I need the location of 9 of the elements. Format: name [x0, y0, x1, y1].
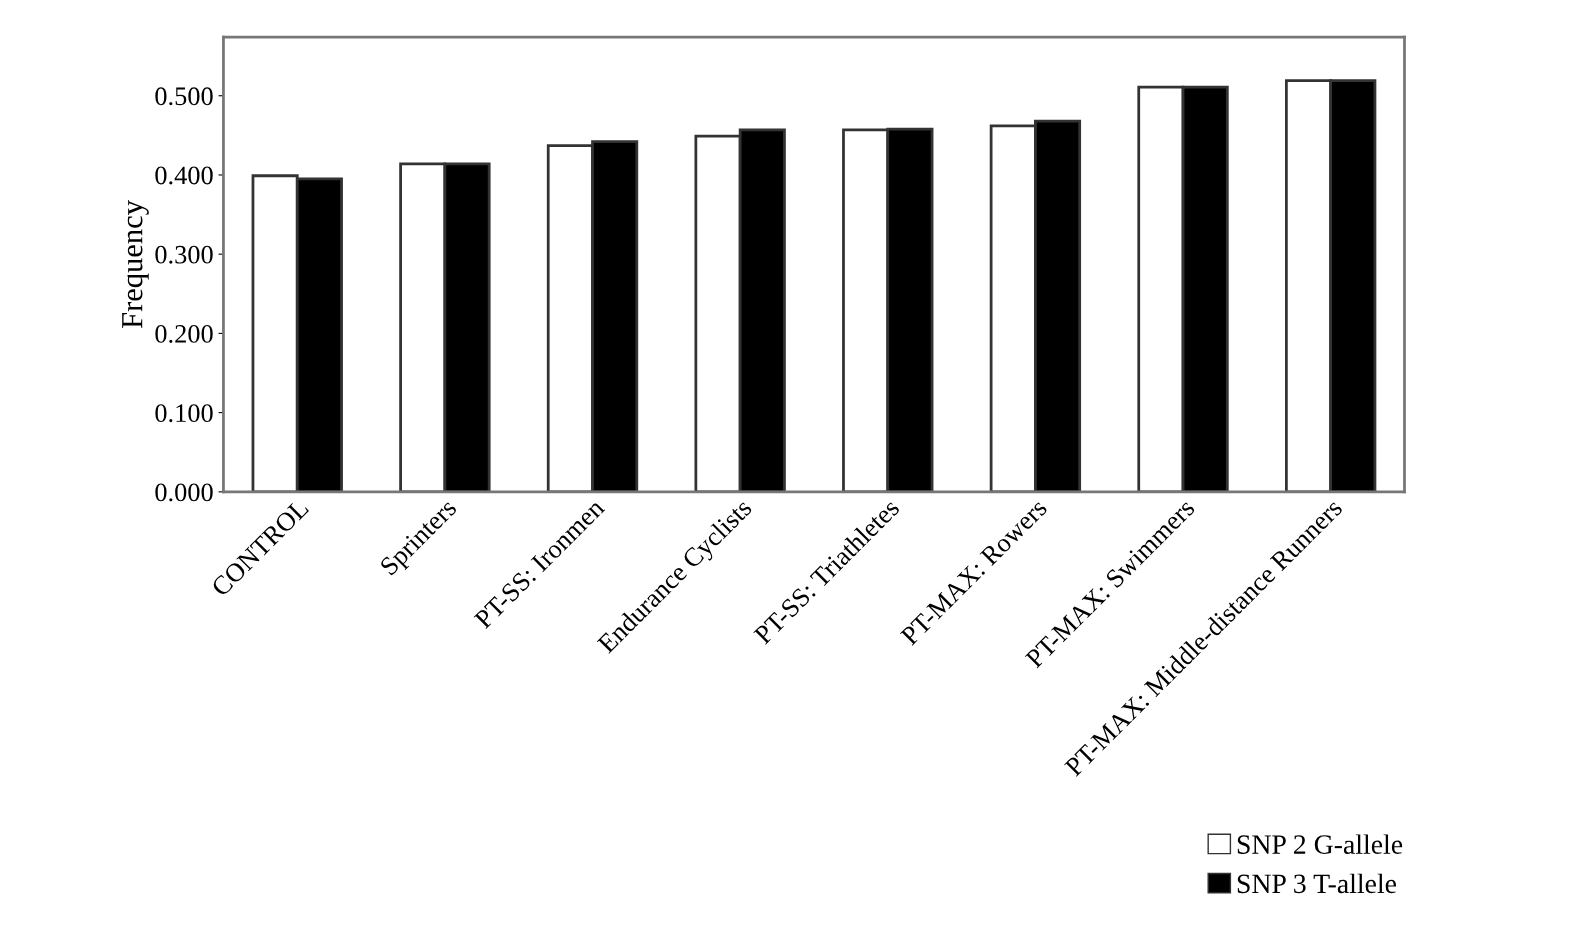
y-tick-label: 0.000 — [155, 483, 213, 502]
y-tick-label: 0.300 — [155, 245, 213, 264]
legend-label: SNP 3 T-allele — [1237, 873, 1397, 894]
y-tick-label: 0.400 — [155, 166, 213, 185]
y-tick-label: 0.200 — [155, 325, 213, 343]
y-tick-label: 0.100 — [155, 404, 213, 423]
y-axis-title: Frequency — [122, 200, 149, 329]
y-tick-label: 0.500 — [155, 87, 213, 106]
legend-label: SNP 2 G-allele — [1237, 834, 1403, 854]
